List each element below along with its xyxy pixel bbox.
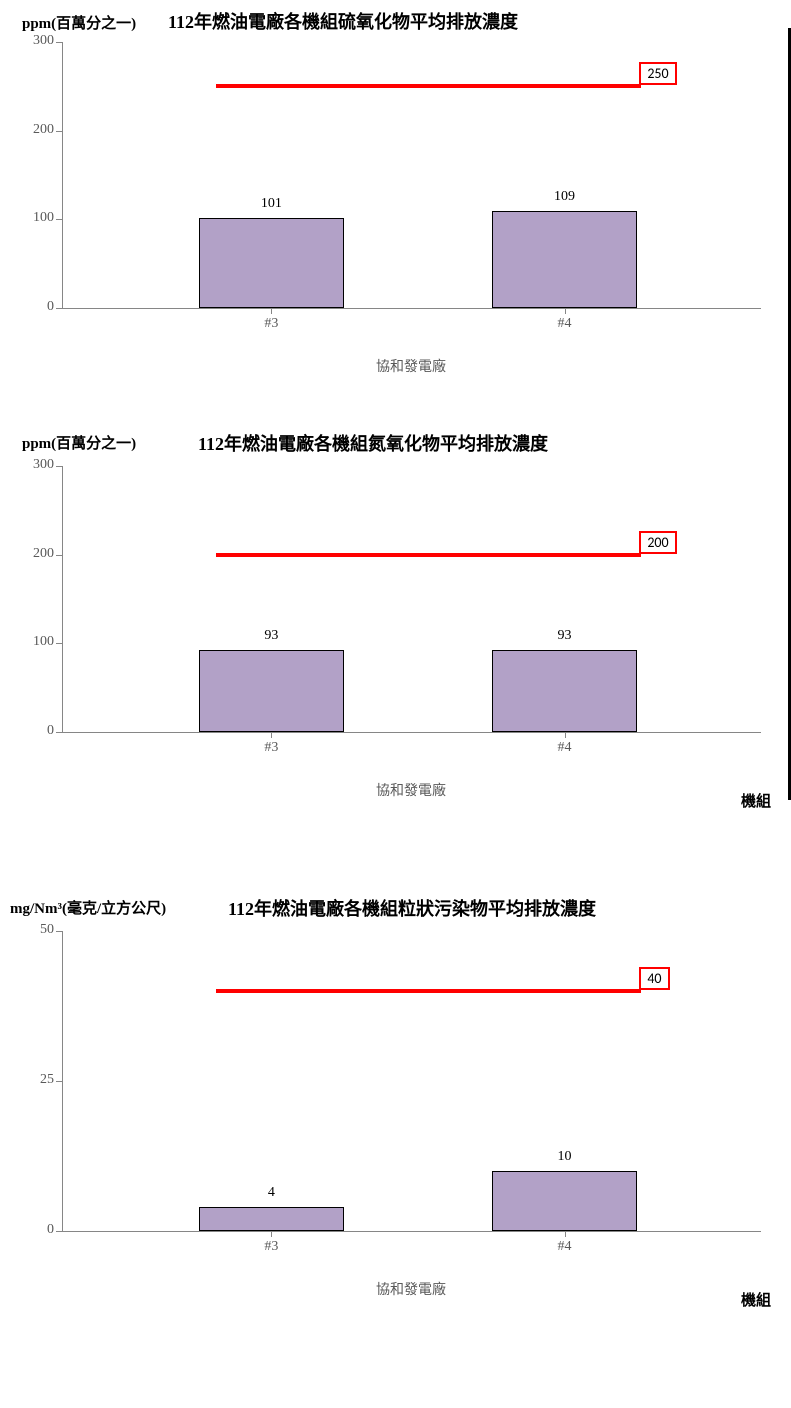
bar: [492, 650, 637, 732]
reference-value-box: 40: [639, 967, 669, 990]
reference-value-box: 200: [639, 531, 676, 554]
x-tick-mark: [565, 732, 566, 738]
reference-line: [216, 84, 642, 88]
x-category-label: #4: [535, 740, 595, 756]
x-category-label: #3: [241, 316, 301, 332]
axis-extra-label: 機組: [741, 1289, 771, 1310]
bar: [199, 650, 344, 732]
y-tick-label: 300: [14, 33, 54, 49]
y-tick-mark: [56, 308, 62, 309]
y-tick-label: 100: [14, 634, 54, 650]
y-tick-mark: [56, 131, 62, 132]
x-tick-mark: [271, 308, 272, 314]
x-tick-mark: [271, 732, 272, 738]
y-tick-label: 25: [14, 1072, 54, 1088]
y-tick-mark: [56, 555, 62, 556]
bar: [492, 1171, 637, 1231]
y-tick-mark: [56, 1081, 62, 1082]
y-tick-label: 0: [14, 299, 54, 315]
bar: [199, 1207, 344, 1231]
bar: [492, 211, 637, 308]
y-tick-label: 50: [14, 922, 54, 938]
y-tick-mark: [56, 931, 62, 932]
x-category-label: #4: [535, 1239, 595, 1255]
reference-line: [216, 989, 642, 993]
x-group-label: 協和發電廠: [62, 356, 760, 376]
x-category-label: #4: [535, 316, 595, 332]
x-tick-mark: [565, 308, 566, 314]
y-axis-title: mg/Nm³(毫克/立方公尺): [10, 897, 166, 918]
axis-extra-label: 機組: [741, 790, 771, 811]
y-axis-title: ppm(百萬分之一): [22, 12, 136, 33]
x-category-label: #3: [241, 1239, 301, 1255]
y-tick-mark: [56, 466, 62, 467]
x-category-label: #3: [241, 740, 301, 756]
bar-value-label: 109: [535, 189, 595, 205]
reference-value-box: 250: [639, 62, 676, 85]
x-tick-mark: [565, 1231, 566, 1237]
chart-0: ppm(百萬分之一) 112年燃油電廠各機組硫氧化物平均排放濃度 0 100 200 30…: [0, 0, 791, 400]
bar-value-label: 4: [241, 1185, 301, 1201]
y-axis-title: ppm(百萬分之一): [22, 432, 136, 453]
y-tick-mark: [56, 42, 62, 43]
y-tick-label: 100: [14, 210, 54, 226]
y-tick-label: 0: [14, 1222, 54, 1238]
chart-title: 112年燃油電廠各機組氮氧化物平均排放濃度: [198, 430, 548, 456]
y-tick-label: 200: [14, 546, 54, 562]
plot-area: [62, 466, 761, 733]
chart-title: 112年燃油電廠各機組粒狀污染物平均排放濃度: [228, 895, 596, 921]
y-tick-label: 200: [14, 122, 54, 138]
y-tick-mark: [56, 1231, 62, 1232]
chart-1: ppm(百萬分之一) 112年燃油電廠各機組氮氧化物平均排放濃度 0 100 200 30…: [0, 400, 791, 845]
x-group-label: 協和發電廠: [62, 780, 760, 800]
x-tick-mark: [271, 1231, 272, 1237]
x-group-label: 協和發電廠: [62, 1279, 760, 1299]
y-tick-mark: [56, 643, 62, 644]
bar-value-label: 93: [241, 628, 301, 644]
chart-2: mg/Nm³(毫克/立方公尺) 112年燃油電廠各機組粒狀污染物平均排放濃度 0 25…: [0, 845, 791, 1335]
reference-line: [216, 553, 642, 557]
bar-value-label: 101: [241, 196, 301, 212]
bar-value-label: 10: [535, 1149, 595, 1165]
y-tick-label: 300: [14, 457, 54, 473]
bar: [199, 218, 344, 308]
chart-title: 112年燃油電廠各機組硫氧化物平均排放濃度: [168, 8, 518, 34]
y-tick-label: 0: [14, 723, 54, 739]
bar-value-label: 93: [535, 628, 595, 644]
y-tick-mark: [56, 732, 62, 733]
y-tick-mark: [56, 219, 62, 220]
